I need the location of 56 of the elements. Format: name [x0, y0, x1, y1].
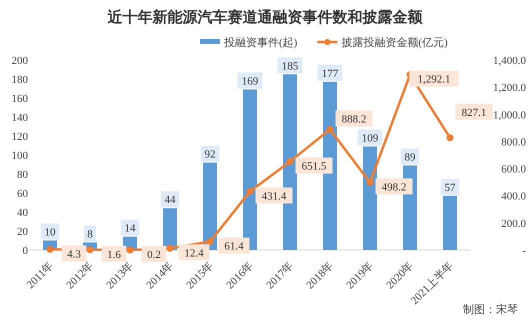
data-label: 61.4: [224, 240, 244, 253]
point: [166, 244, 174, 252]
data-label: 0.2: [147, 248, 161, 261]
data-label: 12.4: [184, 247, 204, 260]
data-label: 1,292.1: [418, 74, 450, 86]
y-tick-label: 80: [17, 169, 28, 181]
y-tick-label: 20: [17, 226, 28, 238]
data-label: 4.3: [67, 248, 82, 260]
data-label: 431.4: [262, 190, 287, 202]
data-label: 498.2: [382, 181, 406, 194]
y2-tick-label: 1,400.0: [493, 55, 526, 67]
data-label: 109: [362, 132, 379, 144]
y-tick-label: 100: [12, 150, 28, 162]
y2-tick-label: 1,200.0: [493, 82, 526, 94]
point: [326, 126, 334, 133]
data-label: 8: [87, 228, 94, 240]
y-tick-label: 180: [12, 74, 28, 86]
point: [286, 158, 294, 166]
data-label: 888.2: [342, 113, 366, 126]
y2-tick-label: 200.0: [501, 218, 526, 230]
y2-tick-label: 600.0: [501, 164, 526, 176]
data-label: 89: [404, 151, 416, 164]
y-tick-label: 140: [12, 112, 28, 124]
y-tick-label: 40: [17, 207, 28, 219]
y2-tick-label: 400.0: [501, 190, 526, 203]
data-label: 1.6: [107, 248, 122, 261]
point: [126, 246, 134, 254]
x-tick-label: 2011年: [24, 260, 56, 292]
point: [366, 178, 374, 186]
point: [246, 188, 254, 195]
y2-tick-label: -: [522, 245, 526, 257]
y2-tick-label: 1,000.0: [493, 109, 526, 122]
chart-title: 近十年新能源汽车赛道通融资事件数和披露金额: [106, 8, 424, 26]
data-label: 185: [282, 60, 299, 72]
point: [446, 134, 454, 142]
data-label: 57: [444, 182, 456, 194]
y-tick-label: 160: [12, 93, 28, 105]
point: [46, 246, 54, 253]
y-tick-label: 0: [22, 245, 28, 257]
data-label: 10: [44, 226, 56, 238]
data-label: 651.5: [302, 160, 327, 173]
point: [86, 246, 94, 254]
data-label: 92: [204, 148, 216, 161]
data-label: 44: [164, 194, 176, 206]
legend-label: 披露投融资金额(亿元): [341, 36, 448, 49]
y-tick-label: 60: [17, 188, 28, 200]
y-tick-label: 200: [12, 55, 28, 67]
data-label: 169: [242, 75, 259, 88]
data-label: 827.1: [462, 106, 486, 119]
data-label: 14: [124, 222, 136, 235]
y2-tick-label: 800.0: [501, 136, 526, 148]
point: [206, 238, 214, 246]
text: 制图：宋琴: [463, 303, 518, 316]
data-label: 177: [322, 68, 339, 80]
y-tick-label: 120: [12, 131, 28, 143]
legend-label: 投融资事件(起): [223, 36, 298, 49]
